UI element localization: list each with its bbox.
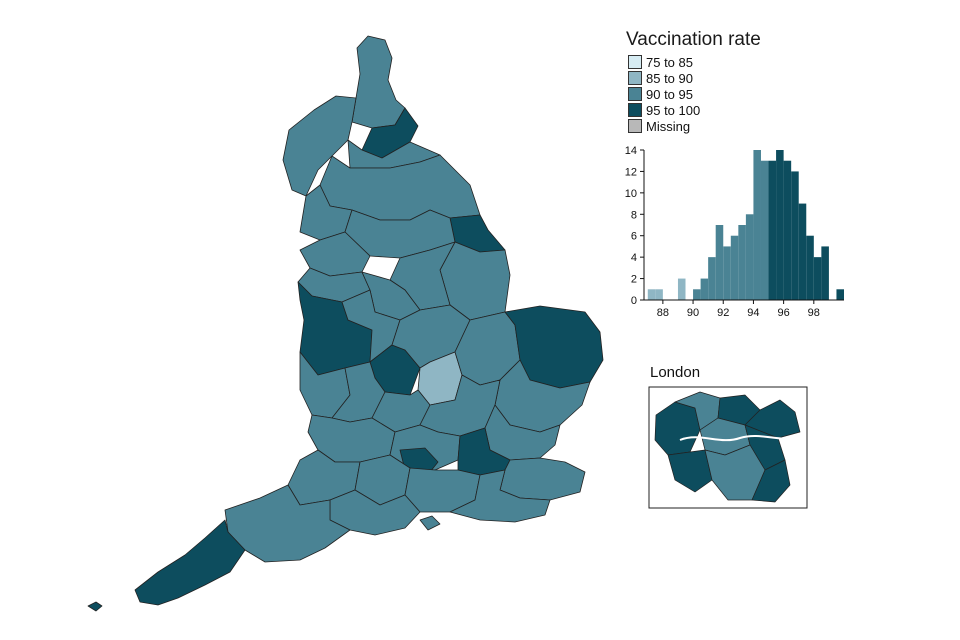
histogram-bar [708,257,716,300]
histogram-y-tick-label: 10 [625,188,637,200]
legend-label: Missing [646,119,691,134]
legend-item: 85 to 90 [628,71,693,86]
histogram: 0 2 4 6 8 10 12 14 88 90 92 94 96 98 [625,145,844,319]
histogram-x-tick-label: 88 [657,307,669,319]
legend-swatch [628,103,642,117]
histogram-bar [806,235,814,300]
thames-river [679,435,801,442]
histogram-bar [798,203,807,300]
histogram-x-ticks: 88 90 92 94 96 98 [657,300,820,319]
histogram-bar [836,289,844,300]
histogram-bar [738,225,746,300]
histogram-bar [647,289,656,300]
histogram-bar [791,171,799,300]
legend-item: 75 to 85 [628,55,693,70]
london-inset [648,386,808,509]
legend-swatch [628,119,642,133]
histogram-x-tick-label: 90 [687,307,699,319]
legend-item: 95 to 100 [628,103,700,118]
histogram-bar [760,160,769,300]
histogram-bar [730,235,739,300]
legend-title: Vaccination rate [626,29,761,50]
histogram-bar [776,150,784,300]
histogram-bar [723,246,731,300]
histogram-y-tick-label: 6 [631,231,637,243]
region-cumbria [282,95,357,197]
histogram-bar [821,246,829,300]
mainland-regions [87,35,604,612]
histogram-y-tick-label: 2 [631,274,637,286]
histogram-x-tick-label: 98 [808,307,820,319]
london-inset-title: London [650,364,701,381]
histogram-bar [700,278,709,300]
legend-swatch [628,71,642,85]
legend-item: Missing [628,119,690,134]
histogram-x-tick-label: 92 [717,307,729,319]
region-isles-of-scilly [87,601,103,612]
histogram-y-tick-label: 14 [625,145,637,157]
histogram-bar [715,225,724,300]
histogram-y-tick-label: 8 [631,209,637,221]
histogram-bar [655,289,663,300]
histogram-bar [677,278,686,300]
region-kent [499,457,586,501]
histogram-x-tick-label: 94 [747,307,759,319]
london-borough-southeast [751,459,791,503]
histogram-x-tick-label: 96 [777,307,789,319]
histogram-y-tick-label: 0 [631,295,637,307]
histogram-bars [647,150,844,300]
histogram-bar [753,150,761,300]
legend-label: 95 to 100 [646,103,701,118]
histogram-bar [783,160,792,300]
region-surrey-sussex [449,469,551,523]
histogram-bar [745,214,754,300]
region-cornwall [134,519,246,606]
histogram-y-tick-label: 12 [625,166,637,178]
legend-label: 90 to 95 [646,87,693,102]
histogram-bar [768,160,777,300]
histogram-y-tick-label: 4 [631,252,637,264]
legend-item: 90 to 95 [628,87,693,102]
legend-label: 75 to 85 [646,55,693,70]
histogram-bar [693,289,701,300]
region-northumberland [351,35,406,129]
region-isle-of-wight [419,515,441,531]
legend-label: 85 to 90 [646,71,693,86]
legend-swatch [628,55,642,69]
histogram-bar [813,257,822,300]
histogram-y-ticks: 0 2 4 6 8 10 12 14 [625,145,644,307]
legend-swatch [628,87,642,101]
